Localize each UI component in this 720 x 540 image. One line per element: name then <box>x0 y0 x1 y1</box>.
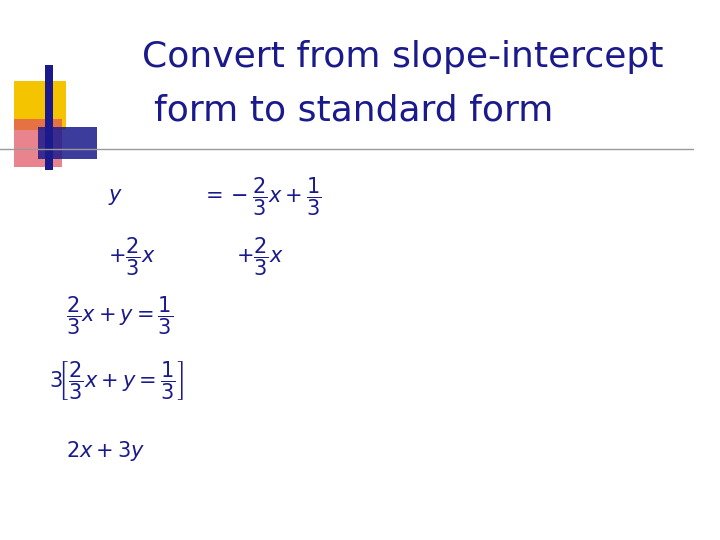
FancyBboxPatch shape <box>14 119 63 167</box>
Text: $2x + 3y$: $2x + 3y$ <box>66 439 145 463</box>
Text: $+\dfrac{2}{3}x$: $+\dfrac{2}{3}x$ <box>107 235 156 278</box>
Text: Convert from slope-intercept: Convert from slope-intercept <box>142 40 663 73</box>
Text: $\dfrac{2}{3}x + y = \dfrac{1}{3}$: $\dfrac{2}{3}x + y = \dfrac{1}{3}$ <box>66 295 173 337</box>
Text: $3\!\left[\dfrac{2}{3}x + y = \dfrac{1}{3}\right]$: $3\!\left[\dfrac{2}{3}x + y = \dfrac{1}{… <box>48 359 183 402</box>
Text: $= -\dfrac{2}{3}x+\dfrac{1}{3}$: $= -\dfrac{2}{3}x+\dfrac{1}{3}$ <box>201 176 322 218</box>
Text: form to standard form: form to standard form <box>154 94 554 127</box>
FancyBboxPatch shape <box>45 65 53 170</box>
Text: $+\dfrac{2}{3}x$: $+\dfrac{2}{3}x$ <box>236 235 284 278</box>
FancyBboxPatch shape <box>38 127 97 159</box>
FancyBboxPatch shape <box>14 81 66 130</box>
Text: $y$: $y$ <box>107 187 122 207</box>
